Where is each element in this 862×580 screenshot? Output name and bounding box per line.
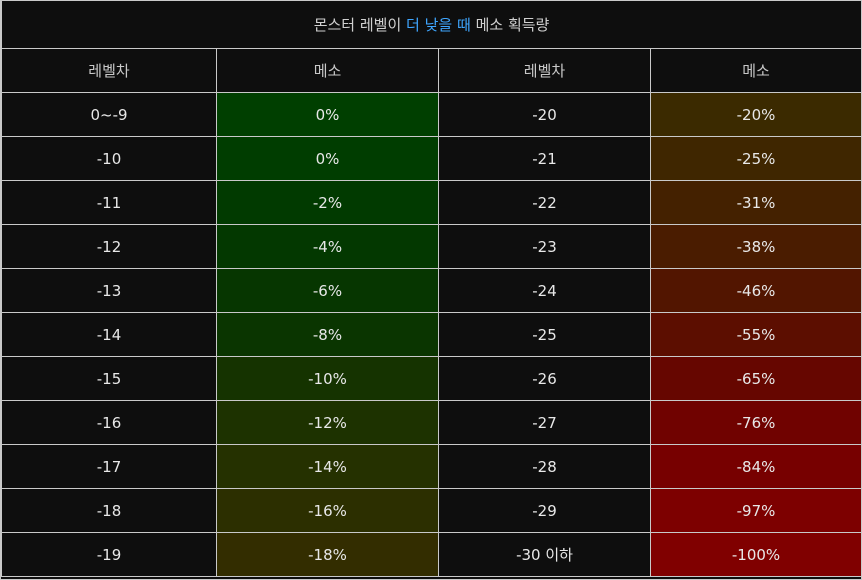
level-diff-cell-left: -17 [1, 444, 217, 489]
meso-cell-right: -55% [649, 312, 862, 357]
title-prefix: 몬스터 레벨이 [313, 16, 402, 34]
level-diff-cell-right: -24 [438, 268, 651, 313]
table-row: -10 0% -21 -25% [1, 136, 862, 181]
meso-cell-right: -65% [649, 356, 862, 401]
level-diff-cell-left: -10 [1, 136, 217, 181]
meso-cell-right: -100% [649, 532, 862, 577]
table-row: -14 -8% -25 -55% [1, 312, 862, 357]
table-row: -15 -10% -26 -65% [1, 356, 862, 401]
level-diff-cell-right: -26 [438, 356, 651, 401]
table-row: -16 -12% -27 -76% [1, 400, 862, 445]
title-highlight: 더 낮을 때 [406, 16, 471, 34]
level-diff-cell-left: -13 [1, 268, 217, 313]
meso-cell-left: 0% [216, 92, 439, 137]
title-suffix: 메소 획득량 [475, 16, 550, 34]
table-row: -18 -16% -29 -97% [1, 488, 862, 533]
level-diff-cell-right: -25 [438, 312, 651, 357]
meso-cell-left: -18% [216, 532, 439, 577]
meso-cell-left: -12% [216, 400, 439, 445]
table-row: -13 -6% -24 -46% [1, 268, 862, 313]
level-diff-cell-right: -30 이하 [438, 532, 651, 577]
meso-cell-left: -16% [216, 488, 439, 533]
meso-cell-right: -97% [649, 488, 862, 533]
header-meso-left: 메소 [216, 48, 439, 93]
level-diff-cell-right: -22 [438, 180, 651, 225]
level-diff-cell-right: -21 [438, 136, 651, 181]
level-diff-cell-left: -18 [1, 488, 217, 533]
table-title: 몬스터 레벨이 더 낮을 때 메소 획득량 [0, 1, 862, 49]
level-diff-cell-left: -19 [1, 532, 217, 577]
meso-cell-left: -6% [216, 268, 439, 313]
meso-cell-right: -76% [649, 400, 862, 445]
meso-cell-right: -38% [649, 224, 862, 269]
column-header-row: 레벨차 메소 레벨차 메소 [1, 48, 862, 93]
header-meso-right: 메소 [649, 48, 862, 93]
meso-cell-right: -84% [649, 444, 862, 489]
level-diff-cell-left: -14 [1, 312, 217, 357]
header-level-diff-left: 레벨차 [1, 48, 217, 93]
table-row: -19 -18% -30 이하 -100% [1, 532, 862, 577]
meso-cell-left: -2% [216, 180, 439, 225]
level-diff-cell-right: -27 [438, 400, 651, 445]
meso-cell-right: -31% [649, 180, 862, 225]
table-row: 0~-9 0% -20 -20% [1, 92, 862, 137]
level-diff-cell-left: -16 [1, 400, 217, 445]
level-diff-cell-right: -23 [438, 224, 651, 269]
table-row: -12 -4% -23 -38% [1, 224, 862, 269]
table-body: 0~-9 0% -20 -20% -10 0% -21 -25% -11 -2% -22 -31% -1… [1, 92, 862, 577]
table-row: -17 -14% -28 -84% [1, 444, 862, 489]
meso-cell-right: -25% [649, 136, 862, 181]
table-row: -11 -2% -22 -31% [1, 180, 862, 225]
table-title-row: 몬스터 레벨이 더 낮을 때 메소 획득량 [0, 1, 862, 49]
meso-cell-left: -14% [216, 444, 439, 489]
meso-cell-left: -10% [216, 356, 439, 401]
level-diff-cell-right: -20 [438, 92, 651, 137]
level-diff-cell-left: -11 [1, 180, 217, 225]
level-diff-cell-right: -29 [438, 488, 651, 533]
level-diff-cell-left: -15 [1, 356, 217, 401]
level-diff-cell-left: -12 [1, 224, 217, 269]
meso-cell-left: 0% [216, 136, 439, 181]
level-diff-cell-left: 0~-9 [1, 92, 217, 137]
header-level-diff-right: 레벨차 [438, 48, 651, 93]
meso-cell-right: -20% [649, 92, 862, 137]
meso-cell-right: -46% [649, 268, 862, 313]
level-diff-cell-right: -28 [438, 444, 651, 489]
meso-cell-left: -4% [216, 224, 439, 269]
meso-cell-left: -8% [216, 312, 439, 357]
